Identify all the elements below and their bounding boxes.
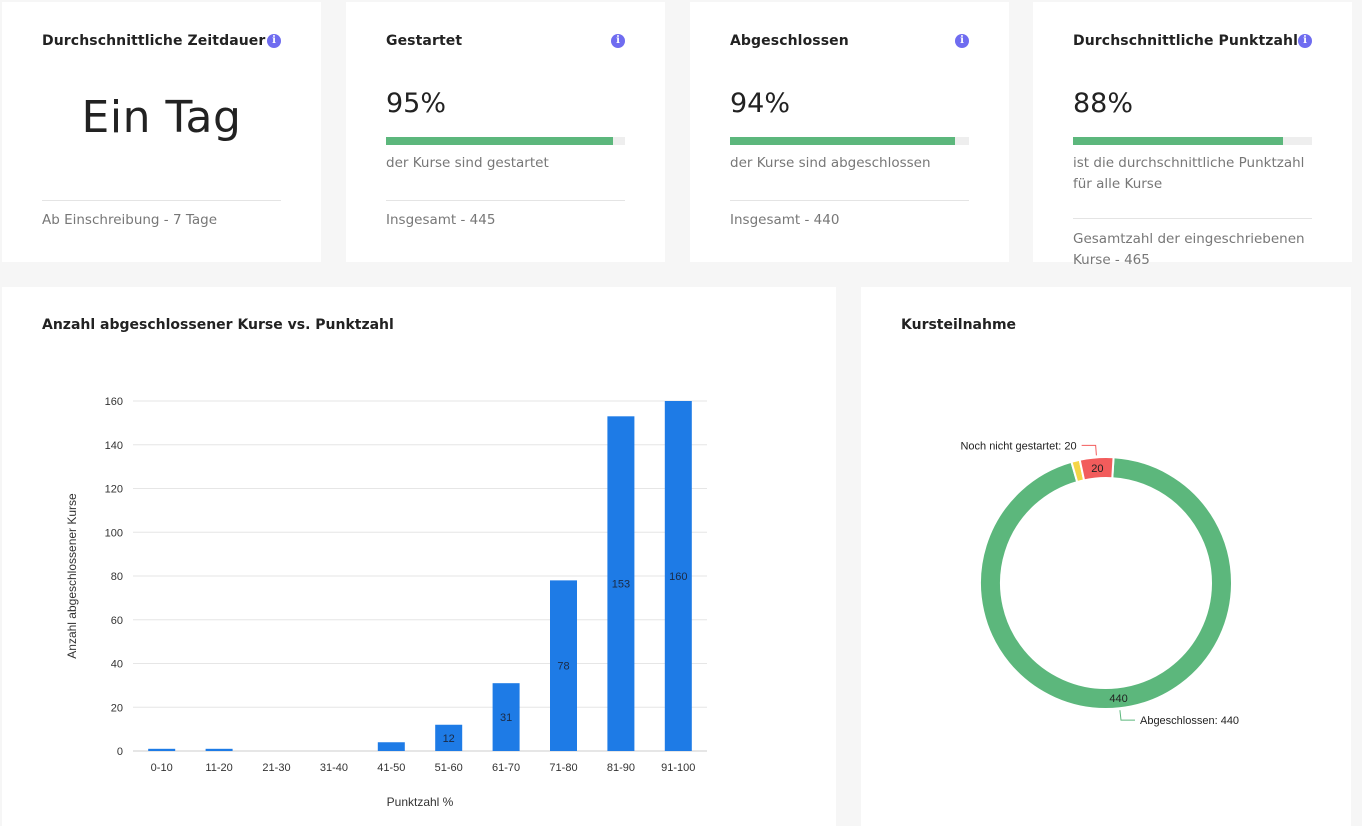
x-axis-label: Punktzahl %	[387, 795, 454, 809]
bar-chart: 0 20 40 60 80 100 120 140 160 0-10 11-20 21-30 31-40…	[65, 396, 707, 809]
data-label: 31	[500, 712, 512, 724]
divider	[42, 200, 281, 201]
callout-label: Abgeschlossen: 440	[1140, 715, 1239, 727]
started-description: der Kurse sind gestartet	[386, 155, 549, 171]
y-tick-label: 80	[111, 571, 123, 583]
y-tick-label: 40	[111, 659, 123, 671]
started-title: Gestartet	[386, 33, 463, 49]
x-tick-label: 91-100	[661, 762, 695, 774]
info-icon[interactable]: i	[267, 34, 281, 48]
y-tick-label: 140	[105, 440, 123, 452]
avg-score-value: 88%	[1073, 88, 1134, 119]
x-tick-label: 51-60	[435, 762, 463, 774]
bar	[148, 748, 176, 751]
x-tick-label: 61-70	[492, 762, 520, 774]
y-tick-label: 60	[111, 615, 123, 627]
y-tick-label: 100	[105, 527, 123, 539]
started-progress-fill	[386, 137, 614, 145]
started-value: 95%	[386, 88, 447, 119]
donut-slice	[979, 456, 1233, 710]
y-tick-label: 20	[111, 702, 123, 714]
completed-description: der Kurse sind abgeschlossen	[730, 155, 931, 171]
x-tick-label: 21-30	[262, 762, 290, 774]
divider	[730, 200, 969, 201]
bar-chart-title: Anzahl abgeschlossener Kurse vs. Punktza…	[42, 317, 394, 333]
bar	[607, 416, 635, 751]
slice-label: 20	[1091, 463, 1103, 475]
started-card: Gestartet i 95% der Kurse sind gestartet…	[346, 2, 665, 262]
y-tick-label: 160	[105, 396, 123, 408]
completed-title: Abgeschlossen	[730, 33, 849, 49]
bar	[377, 742, 405, 751]
y-tick-label: 0	[117, 746, 123, 758]
avg-duration-value: Ein Tag	[81, 92, 242, 143]
callout-label: Noch nicht gestartet: 20	[960, 440, 1076, 452]
data-label: 153	[612, 579, 630, 591]
bar	[205, 748, 233, 751]
x-tick-label: 31-40	[320, 762, 348, 774]
divider	[1073, 218, 1312, 219]
course-participation-panel: Kursteilnahme 440 Abgeschlossen: 440 20 Noc…	[861, 287, 1351, 826]
data-label: 160	[669, 571, 687, 583]
callout-line	[1119, 710, 1135, 721]
bar	[550, 580, 577, 751]
info-icon[interactable]: i	[955, 34, 969, 48]
data-label: 12	[443, 733, 455, 745]
avg-score-description: ist die durchschnittliche Punktzahl für …	[1073, 155, 1305, 192]
started-footer: Insgesamt - 445	[386, 212, 496, 228]
x-tick-label: 41-50	[377, 762, 405, 774]
completed-value: 94%	[730, 88, 791, 119]
info-icon[interactable]: i	[1298, 34, 1312, 48]
bar	[435, 724, 463, 751]
y-tick-label: 120	[105, 484, 123, 496]
x-tick-label: 81-90	[607, 762, 635, 774]
callout-line	[1081, 444, 1097, 456]
x-tick-label: 0-10	[151, 762, 173, 774]
avg-duration-card: Durchschnittliche Zeitdauer i Ein Tag Ab…	[2, 2, 321, 262]
x-tick-label: 71-80	[549, 762, 577, 774]
score-distribution-panel: Anzahl abgeschlossener Kurse vs. Punktza…	[2, 287, 836, 826]
completed-progress-bar	[730, 137, 969, 145]
avg-score-title: Durchschnittliche Punktzahl	[1073, 33, 1298, 49]
completed-footer: Insgesamt - 440	[730, 212, 840, 228]
x-tick-label: 11-20	[205, 762, 232, 774]
bar	[492, 683, 520, 751]
bar	[664, 401, 692, 751]
avg-duration-footer: Ab Einschreibung - 7 Tage	[42, 212, 217, 228]
completed-progress-fill	[730, 137, 955, 145]
slice-label: 440	[1109, 693, 1127, 705]
completed-card: Abgeschlossen i 94% der Kurse sind abges…	[690, 2, 1009, 262]
avg-score-card: Durchschnittliche Punktzahl i 88% ist di…	[1033, 2, 1352, 268]
avg-duration-title: Durchschnittliche Zeitdauer	[42, 33, 266, 49]
y-axis-label: Anzahl abgeschlossener Kurse	[65, 493, 79, 659]
donut-chart: 440 Abgeschlossen: 440 20 Noch nicht gestar…	[960, 440, 1239, 727]
divider	[386, 200, 625, 201]
avg-score-progress-bar	[1073, 137, 1312, 145]
avg-score-progress-fill	[1073, 137, 1284, 145]
donut-slice	[1078, 456, 1115, 482]
donut-chart-title: Kursteilnahme	[901, 317, 1017, 333]
avg-score-footer: Gesamtzahl der eingeschriebenen Kurse - …	[1073, 231, 1305, 268]
data-label: 78	[557, 661, 569, 673]
info-icon[interactable]: i	[611, 34, 625, 48]
started-progress-bar	[386, 137, 625, 145]
